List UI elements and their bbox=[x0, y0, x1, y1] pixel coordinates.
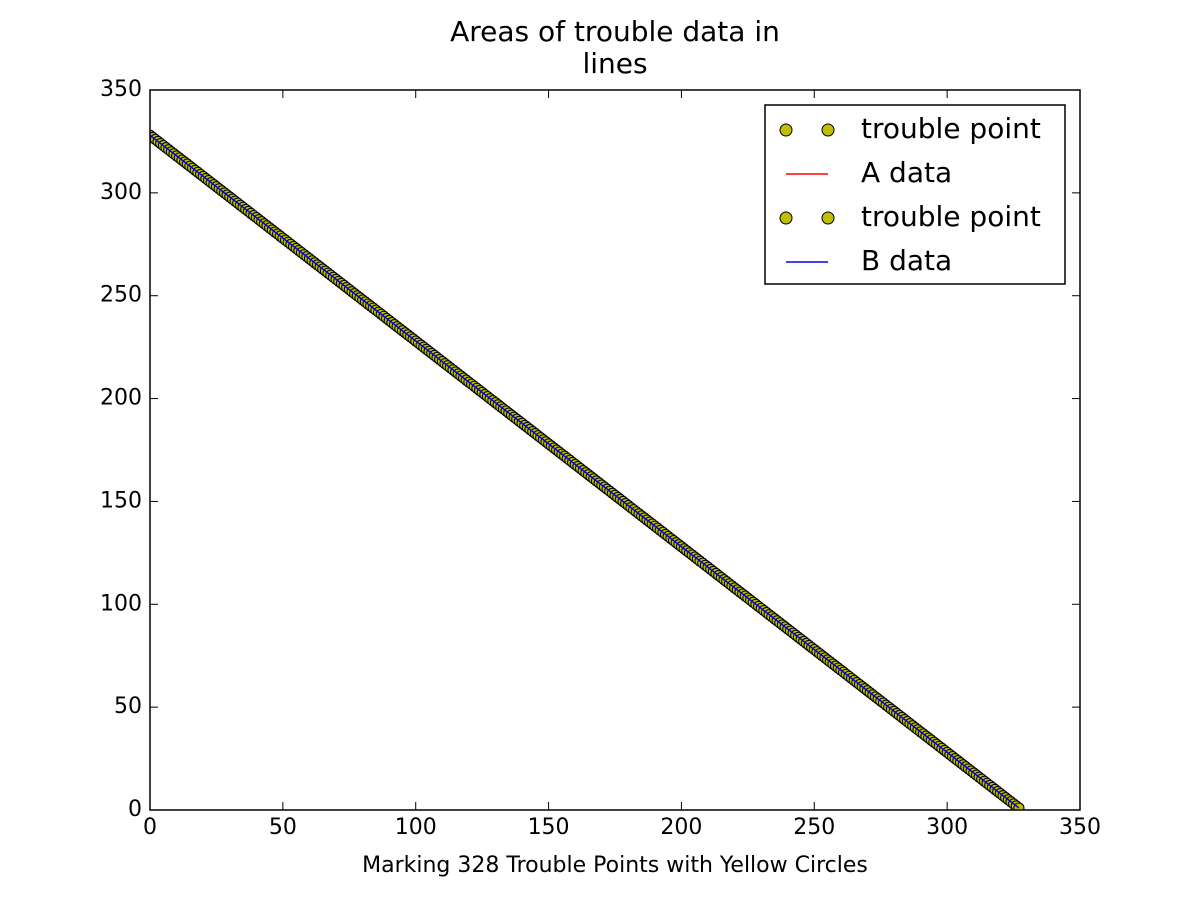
trouble-point bbox=[1013, 802, 1025, 810]
y-tick-label: 250 bbox=[100, 283, 142, 308]
y-tick-label: 50 bbox=[114, 694, 142, 719]
chart-title: Areas of trouble data in lines bbox=[450, 15, 780, 80]
legend-box bbox=[764, 104, 1066, 285]
data-line bbox=[150, 134, 1020, 809]
legend: trouble point A data trouble point B data bbox=[764, 104, 1066, 285]
y-tick-label: 350 bbox=[100, 77, 142, 102]
legend-label: A data bbox=[861, 156, 952, 189]
legend-marker bbox=[779, 211, 793, 225]
plot-frame bbox=[149, 89, 1081, 811]
x-tick-label: 100 bbox=[395, 815, 437, 840]
x-tick-label: 250 bbox=[793, 815, 835, 840]
x-tick-label: 50 bbox=[269, 815, 297, 840]
y-tick-label: 0 bbox=[128, 797, 142, 822]
legend-label: trouble point bbox=[861, 112, 1041, 145]
legend-marker bbox=[821, 123, 835, 137]
y-tick-label: 100 bbox=[100, 591, 142, 616]
x-tick-label: 150 bbox=[528, 815, 570, 840]
y-tick-label: 300 bbox=[100, 180, 142, 205]
legend-label: trouble point bbox=[861, 200, 1041, 233]
x-tick-label: 200 bbox=[660, 815, 702, 840]
plot-area bbox=[150, 129, 1025, 810]
legend-label: B data bbox=[861, 244, 952, 277]
x-axis-label: Marking 328 Trouble Points with Yellow C… bbox=[362, 853, 868, 878]
x-tick-label: 350 bbox=[1059, 815, 1101, 840]
y-tick-label: 200 bbox=[100, 386, 142, 411]
y-tick-label: 150 bbox=[100, 488, 142, 513]
legend-marker bbox=[821, 211, 835, 225]
legend-marker bbox=[779, 123, 793, 137]
x-tick-label: 0 bbox=[143, 815, 157, 840]
x-tick-label: 300 bbox=[926, 815, 968, 840]
